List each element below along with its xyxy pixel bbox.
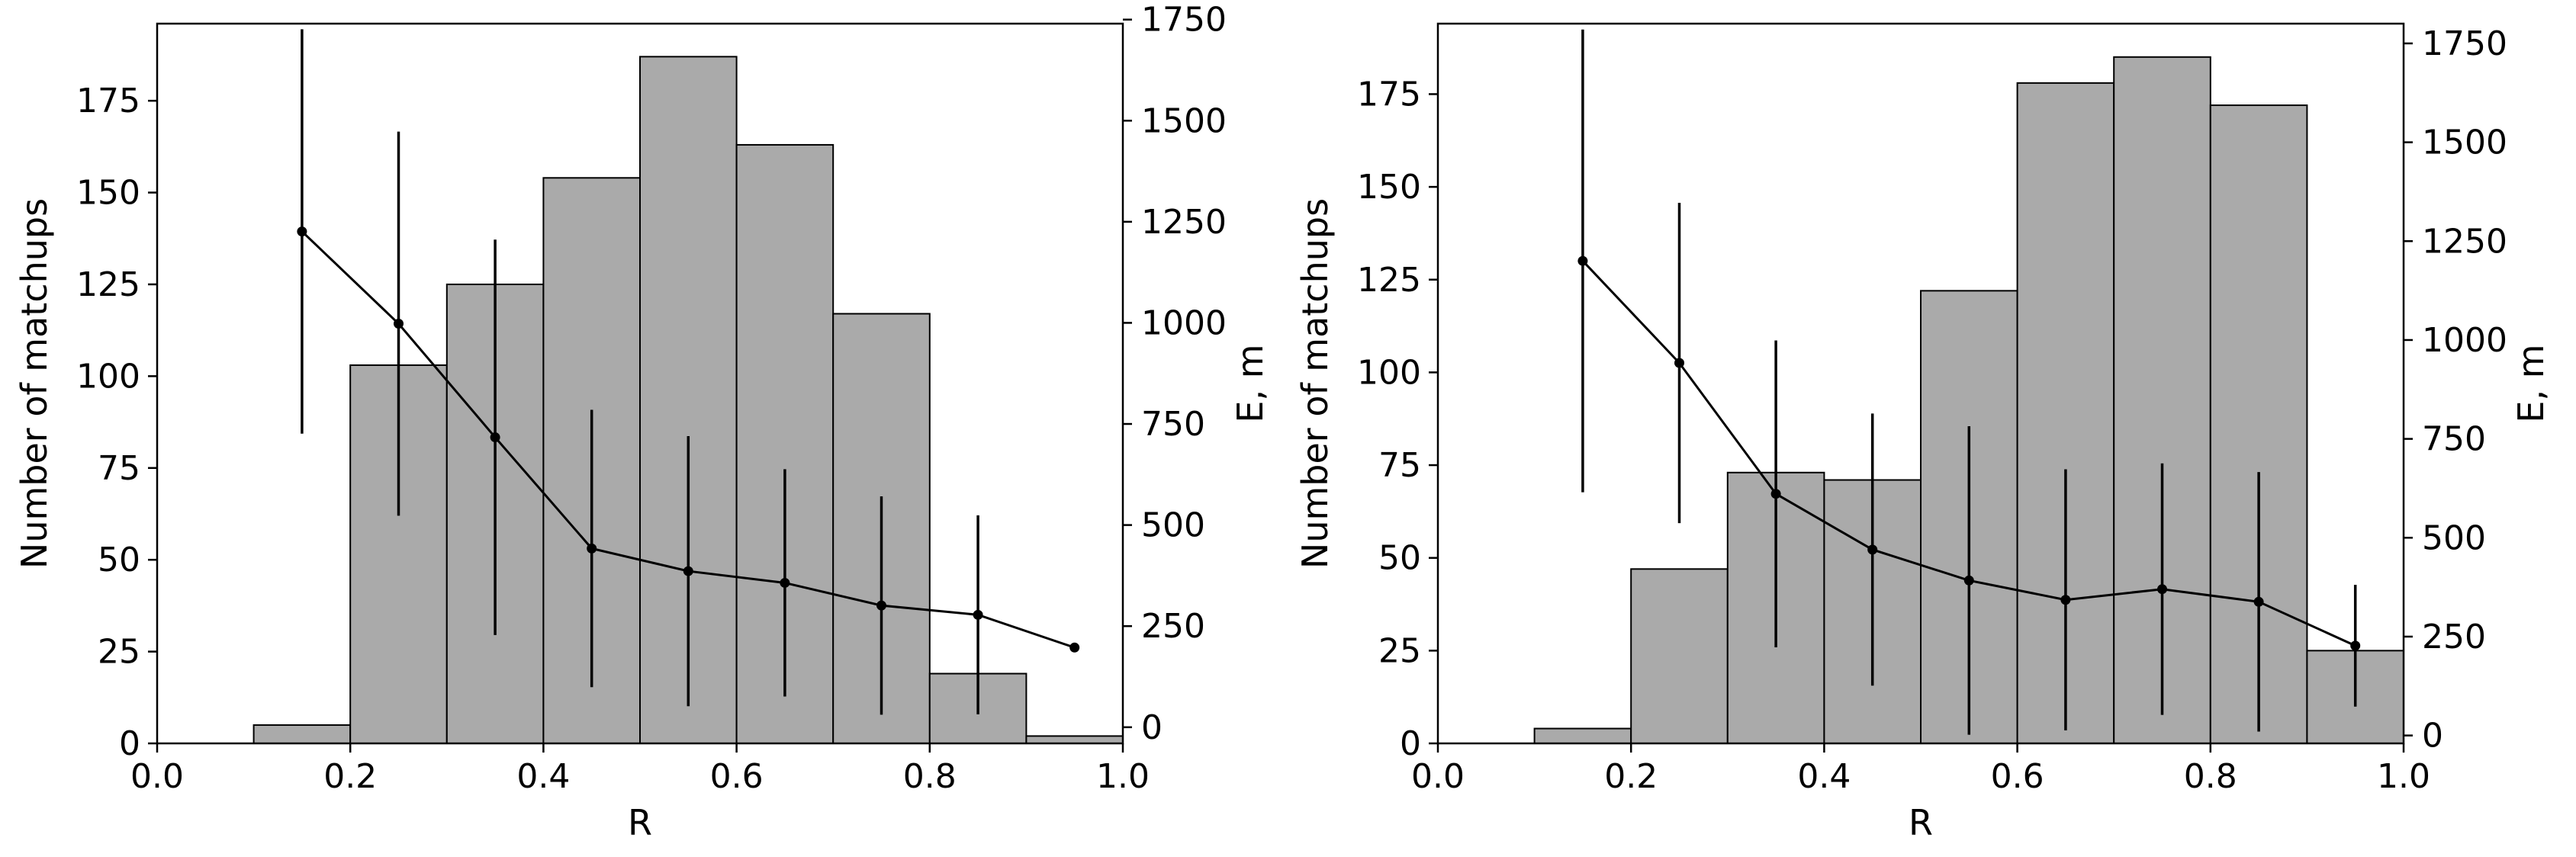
y2-tick-label: 250 (1141, 607, 1205, 646)
y2-tick-label: 1000 (2422, 321, 2507, 360)
y-tick-label: 0 (119, 724, 140, 763)
y2-tick-label: 1000 (1141, 303, 1227, 342)
left-chart-panel: 0.0 0.2 0.4 0.6 0.8 1.00255075100125150175025… (14, 1, 1271, 843)
right-chart-panel: 0.0 0.2 0.4 0.6 0.8 1.00255075100125150175025… (1294, 22, 2552, 843)
x-axis-label: R (1909, 802, 1933, 843)
mean-error-point (973, 609, 983, 620)
x-tick-label: 0.0 (1411, 757, 1465, 796)
y-tick-label: 125 (76, 265, 140, 304)
plot-frame (1436, 22, 2405, 745)
mean-error-point (490, 432, 500, 443)
mean-error-point (587, 543, 597, 554)
x-tick-label: 1.0 (2377, 757, 2430, 796)
mean-error-point (1069, 642, 1080, 653)
histogram-bar (1533, 727, 1632, 744)
y-tick-label: 25 (1378, 631, 1421, 670)
y2-tick-label: 1500 (1141, 101, 1227, 140)
y2-axis-label: E, m (1230, 344, 1271, 422)
y-tick-label: 50 (98, 541, 140, 579)
y2-tick-label: 1750 (2422, 24, 2507, 63)
mean-error-point (1577, 255, 1588, 266)
y2-axis-label: E, m (2510, 344, 2552, 422)
x-tick-label: 0.6 (710, 757, 764, 796)
y-axis-label: Number of matchups (1294, 198, 1336, 569)
mean-error-point (876, 600, 886, 611)
y2-tick-label: 1500 (2422, 124, 2507, 162)
x-tick-label: 0.0 (130, 757, 184, 796)
x-axis-label: R (628, 802, 652, 843)
mean-error-point (2350, 640, 2361, 651)
x-tick-label: 0.2 (1604, 757, 1658, 796)
y2-tick-label: 250 (2422, 618, 2486, 656)
x-tick-label: 0.6 (1991, 757, 2044, 796)
mean-error-point (297, 226, 307, 237)
mean-error-point (1867, 544, 1878, 555)
mean-error-point (2157, 584, 2167, 595)
mean-error-point (2060, 595, 2071, 605)
y2-tick-label: 1750 (1141, 1, 1227, 40)
mean-error-point (1674, 358, 1684, 368)
y-tick-label: 75 (98, 449, 140, 488)
x-tick-label: 0.2 (323, 757, 377, 796)
y-tick-label: 175 (76, 82, 140, 120)
y2-tick-label: 750 (2422, 420, 2486, 459)
x-tick-label: 1.0 (1096, 757, 1150, 796)
y-tick-label: 150 (76, 174, 140, 213)
x-tick-label: 0.4 (1797, 757, 1851, 796)
y2-tick-label: 1250 (2422, 222, 2507, 261)
y-tick-label: 100 (76, 357, 140, 396)
mean-error-point (1963, 575, 1974, 586)
y-tick-label: 25 (98, 633, 140, 672)
histogram-bar (1630, 568, 1729, 744)
mean-error-point (394, 319, 404, 329)
x-tick-label: 0.8 (2184, 757, 2237, 796)
x-tick-label: 0.8 (903, 757, 957, 796)
mean-error-point (2253, 596, 2264, 607)
mean-error-point (1770, 489, 1781, 499)
y-tick-label: 125 (1357, 261, 1421, 300)
y-tick-label: 0 (1400, 724, 1421, 763)
y-axis-label: Number of matchups (14, 198, 55, 569)
y2-tick-label: 0 (1141, 708, 1163, 747)
y2-tick-label: 750 (1141, 405, 1205, 444)
y-tick-label: 175 (1357, 75, 1421, 114)
y-tick-label: 150 (1357, 168, 1421, 207)
y2-tick-label: 500 (2422, 518, 2486, 557)
y-tick-label: 50 (1378, 539, 1421, 578)
y2-tick-label: 500 (1141, 506, 1205, 545)
histogram-bar (252, 724, 352, 745)
y-tick-label: 75 (1378, 446, 1421, 485)
x-tick-label: 0.4 (516, 757, 570, 796)
y2-tick-label: 1250 (1141, 203, 1227, 242)
y2-tick-label: 0 (2422, 717, 2443, 756)
histogram-bar (1025, 735, 1124, 745)
mean-error-point (683, 566, 693, 576)
mean-error-point (780, 577, 790, 588)
y-tick-label: 100 (1357, 353, 1421, 392)
plot-frame (156, 22, 1124, 745)
